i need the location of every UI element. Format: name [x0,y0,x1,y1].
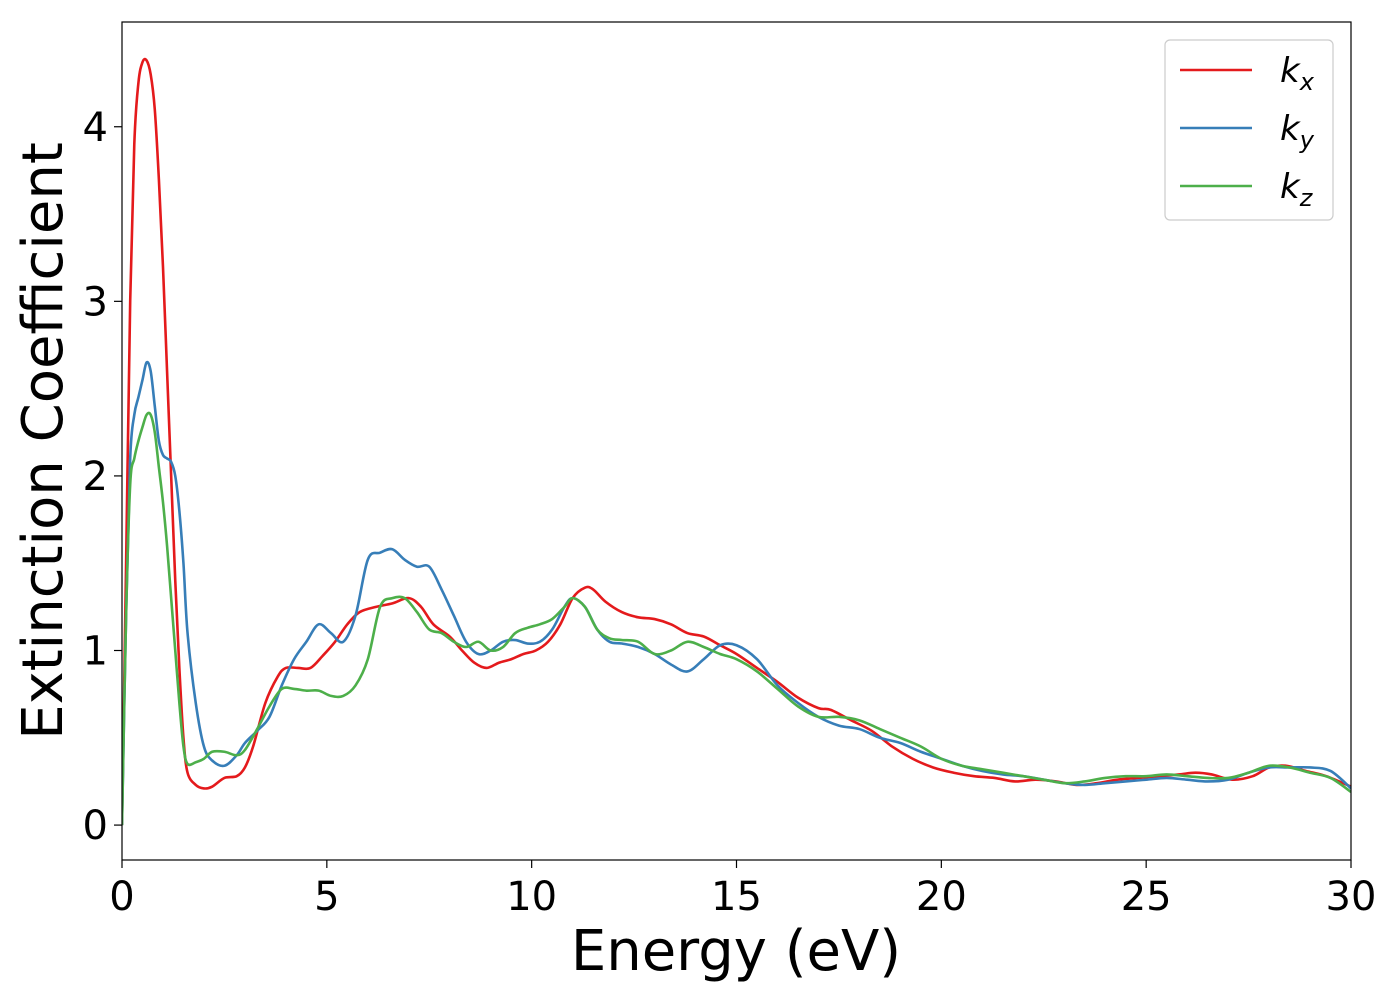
y-tick-label: 4 [83,105,108,151]
y-axis: 0 1 2 3 4 [83,105,122,849]
x-axis-title: Energy (eV) [571,919,901,984]
y-axis-title: Extinction Coefficient [11,142,76,740]
legend-subscript: z [1299,184,1314,212]
x-tick-label: 30 [1326,874,1377,920]
legend-box [1164,39,1334,221]
series-line-ky [122,360,1351,826]
x-tick-label: 5 [314,874,339,920]
y-tick-label: 1 [83,629,108,675]
x-tick-label: 20 [916,874,967,920]
legend-label-kx: kx [1280,51,1315,96]
legend-label-ky: ky [1280,109,1315,154]
x-tick-label: 10 [506,874,557,920]
series-line-kz [122,411,1351,826]
legend-subscript: y [1299,126,1315,154]
y-tick-label: 3 [83,279,108,325]
x-tick-label: 25 [1121,874,1172,920]
legend-subscript: x [1299,68,1315,96]
x-axis: 0 5 10 15 20 25 30 [109,860,1376,920]
series-layer [122,57,1351,826]
y-tick-label: 2 [83,454,108,500]
x-tick-label: 15 [711,874,762,920]
y-tick-label: 0 [83,803,108,849]
x-tick-label: 0 [109,874,134,920]
